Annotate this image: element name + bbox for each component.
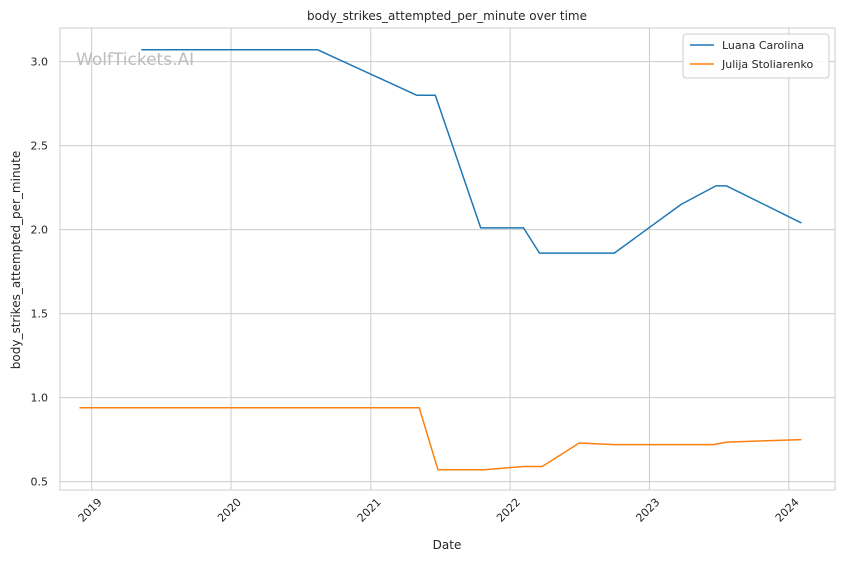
y-tick-label: 2.5 <box>31 140 49 153</box>
legend-label: Julija Stoliarenko <box>721 58 813 71</box>
y-tick-label: 1.5 <box>31 308 49 321</box>
y-tick-label: 1.0 <box>31 392 49 405</box>
y-tick-label: 2.0 <box>31 224 49 237</box>
grid-lines <box>60 28 835 490</box>
series-line-1 <box>141 49 802 254</box>
y-axis-title: body_strikes_attempted_per_minute <box>9 151 23 369</box>
plot-area-frame <box>59 27 836 491</box>
series-lines <box>79 49 802 471</box>
watermark-text: WolfTickets.AI <box>76 50 194 70</box>
y-tick-label: 3.0 <box>31 56 49 69</box>
y-tick-label: 0.5 <box>31 476 49 489</box>
legend-box <box>682 33 830 79</box>
x-axis-title: Date <box>433 538 462 552</box>
chart-title: body_strikes_attempted_per_minute over t… <box>307 9 587 23</box>
legend-label: Luana Carolina <box>722 39 804 52</box>
y-axis-ticks: 0.5 1.0 1.5 2.0 2.5 3.0 <box>31 56 49 489</box>
series-line-2 <box>79 406 802 471</box>
legend: Luana Carolina Julija Stoliarenko <box>682 33 830 79</box>
